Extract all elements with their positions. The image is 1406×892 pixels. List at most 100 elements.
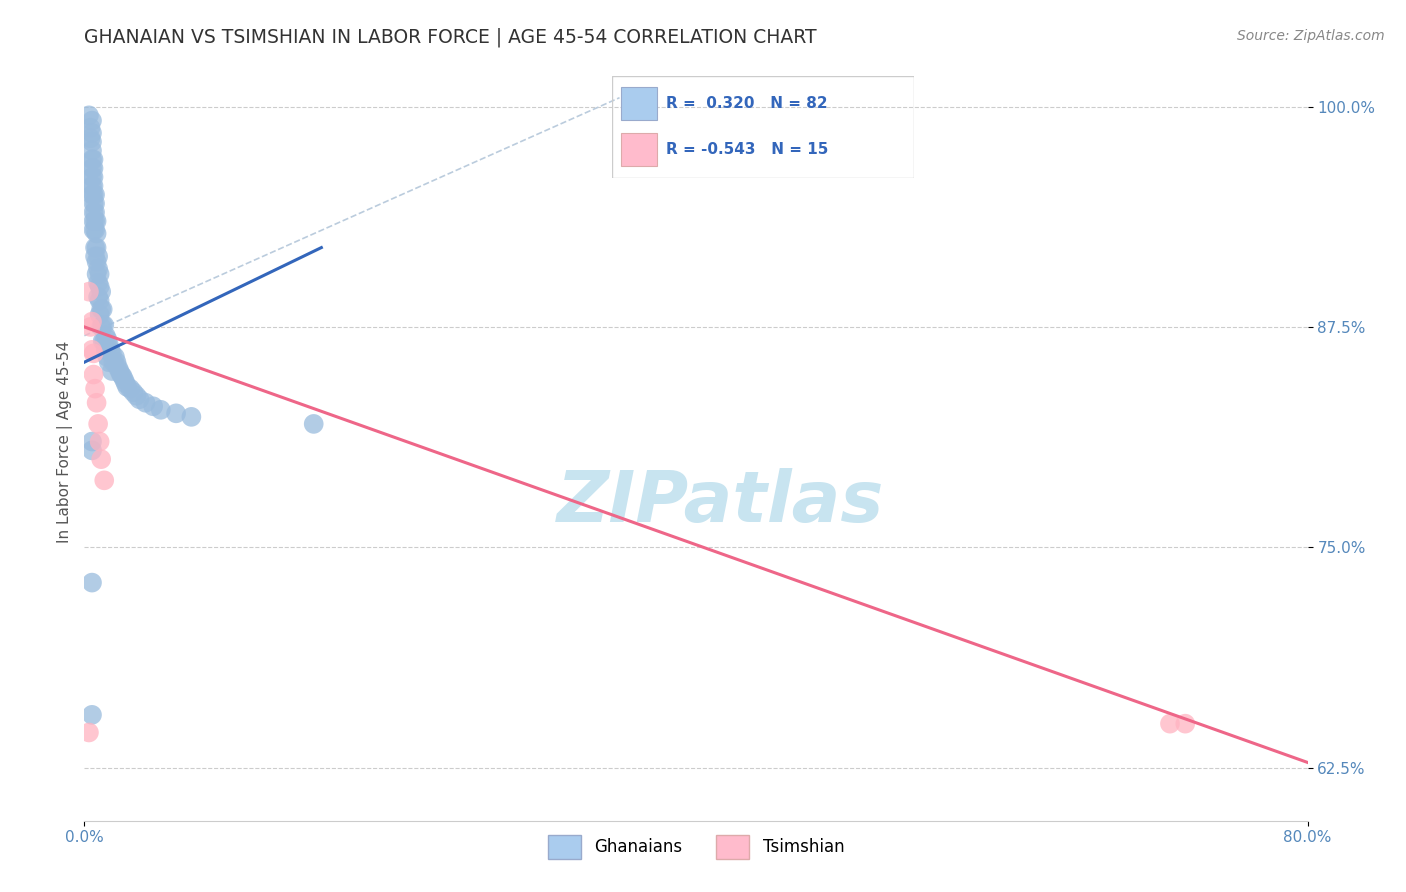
Point (87, 249, 110, 263)
Point (80, 575, 103, 590)
Point (86, 214, 108, 228)
Point (79, 120, 101, 135)
Point (94, 343, 117, 357)
Point (84, 382, 107, 396)
Point (84, 241, 107, 255)
Point (93, 318, 115, 333)
Point (90, 285, 112, 299)
Point (97, 355, 120, 369)
Point (101, 346, 124, 360)
Point (83, 169, 105, 184)
Point (83, 368, 105, 382)
Point (83, 187, 105, 202)
Point (83, 196, 105, 211)
Point (91, 318, 114, 333)
Point (86, 227, 108, 241)
Text: ZIPatlas: ZIPatlas (557, 467, 884, 537)
Point (120, 382, 142, 396)
Point (103, 355, 125, 369)
Point (87, 261, 110, 276)
Point (80, 443, 103, 458)
Bar (620, 133, 657, 166)
Point (80, 187, 103, 202)
Point (80, 707, 103, 722)
Point (107, 360, 129, 375)
Point (110, 368, 132, 382)
Point (108, 364, 131, 378)
Point (83, 161, 105, 176)
Point (83, 346, 105, 360)
Point (86, 267, 108, 281)
Point (125, 389, 148, 403)
Point (87, 276, 110, 290)
Point (80, 153, 103, 167)
Point (180, 409, 202, 424)
Point (80, 169, 103, 184)
Point (128, 392, 150, 407)
Point (80, 161, 103, 176)
Point (93, 334, 115, 348)
Point (80, 315, 103, 329)
Point (89, 293, 111, 308)
Point (93, 473, 115, 487)
Point (98, 343, 121, 357)
Point (83, 153, 105, 167)
Point (83, 223, 105, 237)
Point (104, 350, 127, 364)
Point (79, 320, 101, 334)
Text: R = -0.543   N = 15: R = -0.543 N = 15 (666, 142, 828, 157)
Text: Source: ZipAtlas.com: Source: ZipAtlas.com (1237, 29, 1385, 44)
Point (89, 267, 111, 281)
Point (86, 254, 108, 268)
Point (115, 380, 138, 394)
Point (165, 406, 187, 420)
Point (79, 131, 101, 145)
Point (80, 343, 103, 357)
Point (87, 417, 110, 431)
Y-axis label: In Labor Force | Age 45-54: In Labor Force | Age 45-54 (58, 341, 73, 542)
Point (1159, 716, 1181, 731)
Text: GHANAIAN VS TSIMSHIAN IN LABOR FORCE | AGE 45-54 CORRELATION CHART: GHANAIAN VS TSIMSHIAN IN LABOR FORCE | A… (84, 28, 817, 47)
Point (90, 320, 112, 334)
Point (302, 417, 325, 431)
Point (89, 279, 111, 293)
Bar (620, 87, 657, 120)
Point (84, 214, 107, 228)
Point (77, 108, 100, 122)
Point (87, 290, 110, 304)
Point (96, 332, 118, 346)
Point (91, 302, 114, 317)
Point (112, 373, 135, 387)
Point (96, 350, 118, 364)
Point (84, 196, 107, 211)
Point (89, 308, 111, 322)
Legend: Ghanaians, Tsimshian: Ghanaians, Tsimshian (541, 829, 851, 865)
Point (105, 355, 128, 369)
Point (111, 369, 134, 384)
Point (80, 113, 103, 128)
Point (84, 249, 107, 263)
Point (91, 334, 114, 348)
Point (135, 396, 157, 410)
Point (80, 135, 103, 149)
Point (142, 399, 165, 413)
Point (84, 223, 107, 237)
Point (80, 126, 103, 140)
Point (114, 376, 136, 391)
Point (101, 364, 124, 378)
Point (80, 144, 103, 158)
Point (89, 434, 111, 449)
Point (83, 178, 105, 193)
Point (83, 214, 105, 228)
Point (84, 187, 107, 202)
Point (77, 285, 100, 299)
Point (90, 452, 112, 467)
Text: R =  0.320   N = 82: R = 0.320 N = 82 (666, 96, 828, 111)
Point (86, 396, 108, 410)
Point (90, 302, 112, 317)
Point (1174, 716, 1197, 731)
Point (83, 205, 105, 219)
Point (94, 328, 117, 343)
Point (86, 241, 108, 255)
Point (97, 337, 120, 351)
